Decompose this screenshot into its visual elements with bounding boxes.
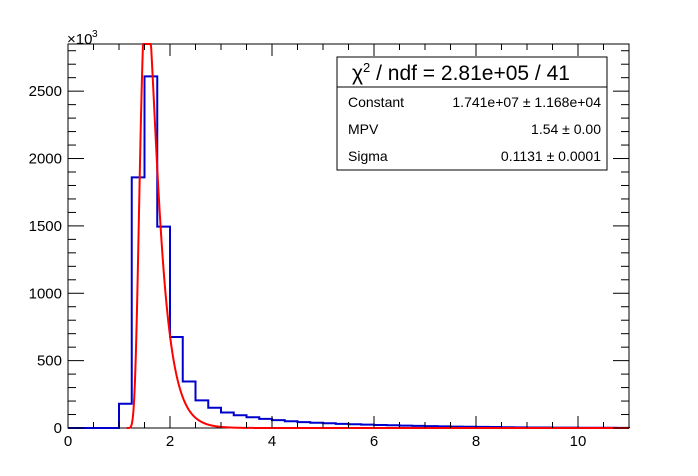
y-multiplier-exponent: 3 [92,29,98,40]
stats-row-mpv-value: 1.54 ± 0.00 [531,121,601,137]
x-tick-label: 4 [268,433,276,450]
y-tick-label: 500 [37,353,62,370]
x-tick-label: 2 [166,433,174,450]
x-tick-label: 6 [370,433,378,450]
stats-row-sigma-value: 0.1131 ± 0.0001 [501,148,601,164]
x-tick-label: 0 [64,433,72,450]
fit-stats-box: χ2 / ndf = 2.81e+05 / 41 Constant 1.741e… [336,56,608,171]
stats-row-constant-value: 1.741e+07 ± 1.168e+04 [452,94,601,110]
y-tick-label: 0 [54,420,62,437]
fit-curve [126,43,629,429]
x-tick-label: 10 [570,433,587,450]
y-axis-multiplier: ×10 3 [67,29,98,48]
y-tick-label: 1000 [29,285,62,302]
y-tick-label: 2000 [29,151,62,168]
y-multiplier-base: ×10 [67,31,92,48]
x-tick-label: 8 [472,433,480,450]
stats-row-constant-name: Constant [348,94,404,110]
y-tick-label: 2500 [29,83,62,100]
x-axis-tick-labels: 0 2 4 6 8 10 [64,433,587,450]
stats-box-frame [336,56,608,171]
stats-title: χ2 / ndf = 2.81e+05 / 41 [352,60,570,85]
stats-row-sigma-name: Sigma [348,148,388,164]
axis-ticks [67,44,630,429]
y-axis-tick-labels: 0 500 1000 1500 2000 2500 [29,83,62,437]
y-tick-label: 1500 [29,218,62,235]
plot-area [67,43,630,429]
stats-row-mpv-name: MPV [348,121,379,137]
